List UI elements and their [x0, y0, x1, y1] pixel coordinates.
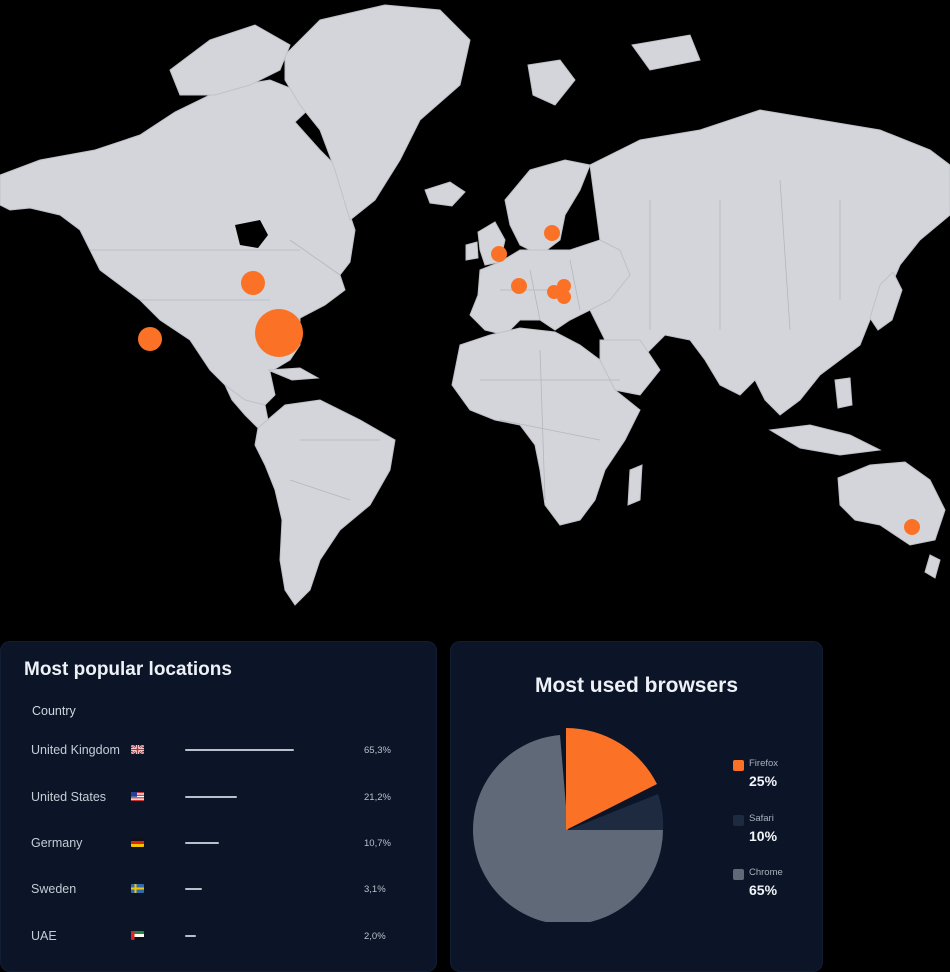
ireland — [465, 241, 479, 261]
country-column-header: Country — [32, 704, 76, 718]
browsers-title: Most used browsers — [534, 674, 739, 697]
location-row-united-states: United States 21,2% — [0, 786, 437, 810]
location-row-germany: Germany 10,7% — [0, 832, 437, 856]
hotspot-belgrade — [557, 290, 571, 304]
hotspot-new-york — [255, 309, 303, 357]
location-share-bar — [185, 796, 237, 798]
browsers-card: Most used browsers Firefox 25% Safari 10… — [450, 641, 823, 972]
pie-slice-safari — [568, 794, 664, 830]
philippines — [834, 377, 853, 409]
hotspot-melbourne — [904, 519, 920, 535]
svalbard — [527, 59, 576, 106]
legend-label: Chrome — [749, 867, 783, 878]
location-share-value: 21,2% — [364, 792, 391, 803]
scandinavia — [504, 159, 591, 256]
location-share-value: 10,7% — [364, 838, 391, 849]
browser-pie-chart — [473, 728, 664, 922]
uae-flag-icon — [131, 931, 144, 940]
location-share-bar — [185, 935, 196, 937]
location-row-sweden: Sweden 3,1% — [0, 878, 437, 902]
greenland — [284, 4, 471, 221]
legend-value: 10% — [749, 828, 778, 844]
location-share-bar — [185, 888, 202, 890]
firefox-swatch — [733, 760, 744, 771]
uk-flag-icon — [131, 745, 144, 754]
pie-slice-chrome — [473, 735, 663, 922]
location-share-bar — [185, 749, 294, 751]
location-share-value: 2,0% — [364, 931, 386, 942]
new-zealand — [924, 554, 941, 579]
madagascar — [627, 464, 643, 506]
hotspot-los-angeles — [138, 327, 162, 351]
hotspot-budapest — [557, 279, 571, 293]
legend-value: 65% — [749, 882, 778, 898]
world-map — [0, 4, 950, 606]
franz-josef — [631, 34, 701, 71]
australia — [837, 461, 946, 546]
cuba — [267, 367, 320, 381]
hudson-bay — [235, 220, 268, 248]
hotspot-chicago — [241, 271, 265, 295]
location-country: Sweden — [31, 882, 77, 896]
locations-card: Most popular locations Country United Ki… — [0, 641, 437, 972]
location-share-value: 3,1% — [364, 884, 386, 895]
legend-label: Firefox — [749, 758, 779, 769]
safari-swatch — [733, 815, 744, 826]
south-america — [254, 399, 396, 606]
pie-slice-firefox — [566, 728, 657, 830]
hotspot-london — [491, 246, 507, 262]
arabia — [599, 339, 661, 396]
africa — [451, 327, 641, 526]
location-share-bar — [185, 842, 219, 844]
map-hotspots — [138, 225, 920, 535]
arctic-islands — [169, 24, 291, 96]
asia — [589, 109, 950, 416]
japan — [869, 271, 903, 331]
location-country: United Kingdom — [31, 743, 120, 757]
landmasses — [0, 4, 950, 606]
legend-value: 25% — [749, 773, 778, 789]
iceland — [424, 181, 466, 207]
us-flag-icon — [131, 792, 144, 801]
location-country: Germany — [31, 836, 83, 850]
sweden-flag-icon — [131, 884, 144, 893]
location-country: UAE — [31, 929, 57, 943]
hotspot-stockholm — [544, 225, 560, 241]
location-row-united-kingdom: United Kingdom 65,3% — [0, 739, 437, 763]
legend-label: Safari — [749, 813, 774, 824]
indonesia — [768, 424, 882, 456]
location-row-uae: UAE 2,0% — [0, 925, 437, 949]
location-country: United States — [31, 790, 107, 804]
hotspot-paris — [511, 278, 527, 294]
locations-title: Most popular locations — [24, 659, 232, 680]
location-share-value: 65,3% — [364, 745, 391, 756]
north-america — [0, 79, 356, 406]
germany-flag-icon — [131, 838, 144, 847]
chrome-swatch — [733, 869, 744, 880]
